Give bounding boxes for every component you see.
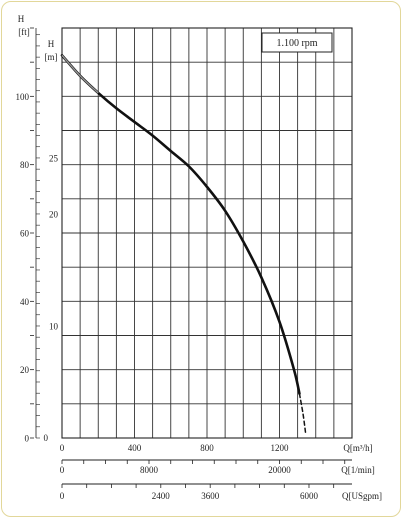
- y-ft-tick-label: 100: [16, 92, 30, 102]
- y-ft-tick-label: 20: [20, 365, 30, 375]
- y-m-label-bottom: [m]: [45, 52, 58, 62]
- chart-labels: 0 20 40 60 80 100 10 20 25 0 H [ft] H [m] 0 400 800 1200 Q…: [16, 14, 383, 501]
- y-ft-tick-label: 80: [20, 160, 30, 170]
- speed-label-box: [261, 32, 333, 53]
- chart-grid: [61, 27, 353, 439]
- y-ft-tick-label: 40: [20, 297, 30, 307]
- y-m-label-top: H: [48, 39, 55, 49]
- y-ft-label-bottom: [ft]: [18, 27, 30, 37]
- x-m3h-tick-label: 400: [128, 443, 142, 453]
- y-ft-label-top: H: [18, 14, 25, 24]
- y-m-tick-label: 20: [49, 209, 59, 219]
- x-usgpm-axis-label: Q[USgpm]: [342, 491, 382, 501]
- x-lmin-tick-label: 0: [60, 465, 65, 475]
- y-m-tick-label: 10: [49, 321, 59, 331]
- y-ft-tick-label: 0: [25, 434, 30, 444]
- chart-axes: [35, 28, 352, 485]
- x-m3h-axis-label: Q[m³/h]: [343, 443, 372, 453]
- x-lmin-tick-label: 20000: [268, 465, 291, 475]
- y-m-tick-label: 25: [49, 153, 59, 163]
- chart-ticks: [30, 27, 346, 488]
- speed-label: 1.100 rpm: [276, 38, 317, 49]
- x-m3h-tick-label: 0: [60, 443, 65, 453]
- chart-curves: [60, 54, 307, 436]
- pump-curve: [60, 54, 301, 395]
- x-usgpm-tick-label: 2400: [152, 491, 171, 501]
- x-usgpm-tick-label: 6000: [300, 491, 319, 501]
- x-lmin-tick-label: 8000: [140, 465, 159, 475]
- plot-border: [61, 27, 353, 439]
- pump-curve-extension: [298, 392, 307, 436]
- x-m3h-tick-label: 1200: [271, 443, 290, 453]
- pump-curve-start-highlight: [61, 54, 99, 94]
- x-lmin-axis-label: Q[1/min]: [341, 465, 375, 475]
- y-ft-tick-label: 60: [20, 229, 30, 239]
- y-m-zero-label: 0: [44, 433, 49, 443]
- x-usgpm-tick-label: 3600: [201, 491, 220, 501]
- x-usgpm-tick-label: 0: [60, 491, 65, 501]
- x-m3h-tick-label: 800: [200, 443, 214, 453]
